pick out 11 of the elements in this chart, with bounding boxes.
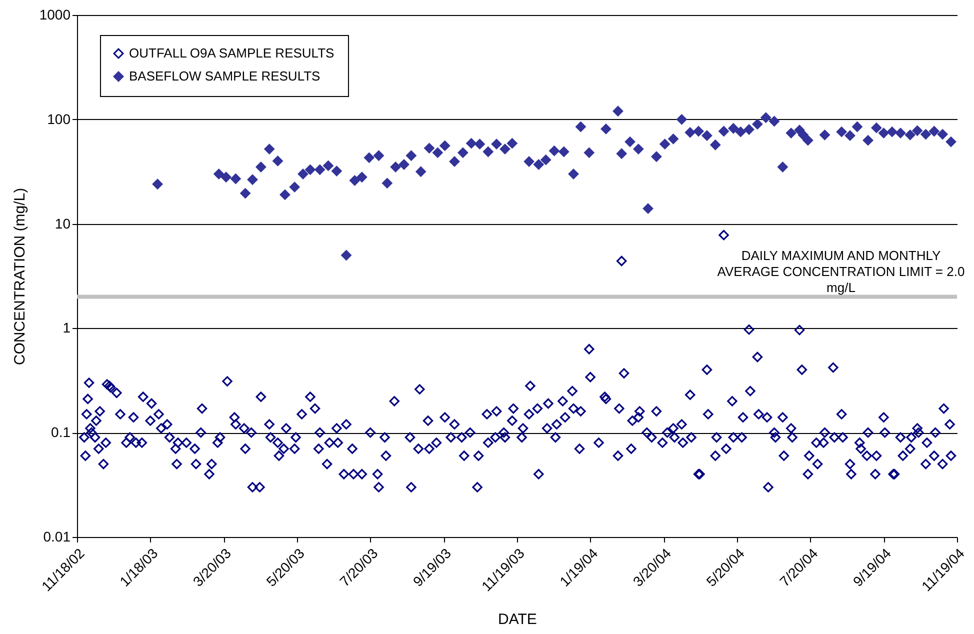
y-tick-label: 0.01 [43,528,71,544]
y-tick-label: 10 [54,215,71,232]
y-tick-label: 1000 [39,6,71,22]
ref-line-label: DAILY MAXIMUM AND MONTHLY AVERAGE CONCENTRATION LIMIT = 2.0 mg/L [717,248,965,295]
y-axis-title: CONCENTRATION (mg/L) [11,188,28,366]
x-axis-title: DATE [498,611,537,628]
y-tick-label: 0.1 [51,424,71,440]
legend-label: BASEFLOW SAMPLE RESULTS [129,68,321,84]
legend-label: OUTFALL O9A SAMPLE RESULTS [129,46,335,60]
y-tick-label: 100 [47,110,71,127]
y-tick-label: 1 [62,320,71,336]
